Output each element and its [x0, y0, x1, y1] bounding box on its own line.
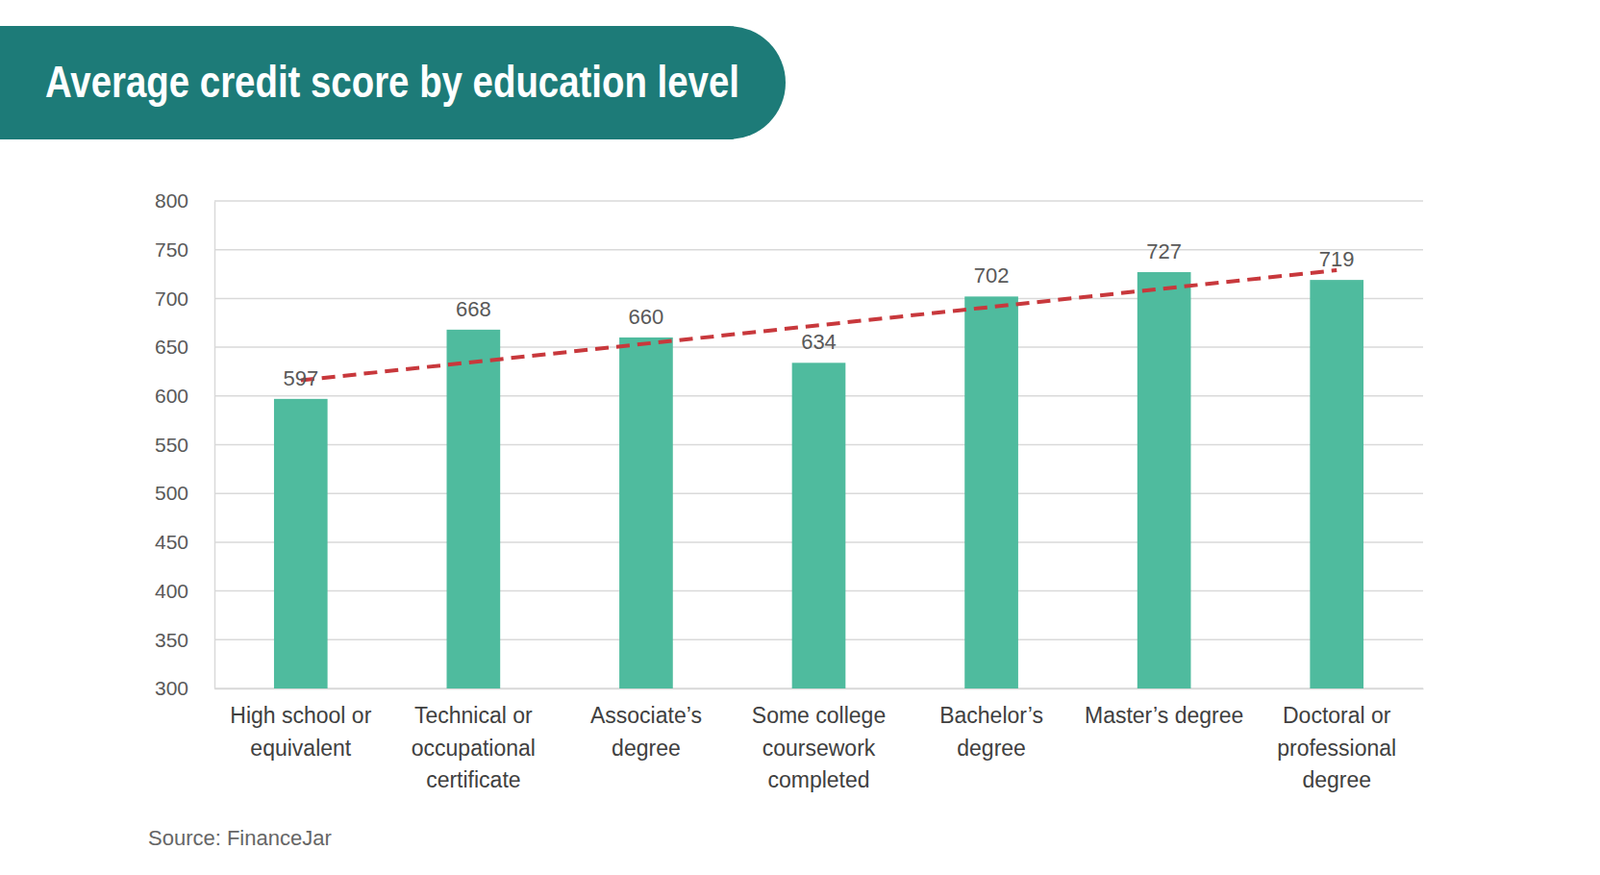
x-tick-label: Bachelor’s degree [939, 702, 1044, 760]
data-label: 702 [974, 263, 1010, 288]
y-axis-line [214, 201, 217, 690]
y-tick: 300 [154, 676, 215, 700]
bar [792, 362, 847, 689]
x-tick-label-line: completed [767, 767, 870, 793]
y-tick: 700 [154, 287, 215, 310]
grid [214, 200, 1424, 689]
x-tick-label-line: Master’s degree [1084, 702, 1244, 728]
x-tick-label-line: degree [1301, 767, 1372, 793]
grid-line [214, 249, 1424, 251]
bar [274, 399, 328, 689]
y-tick-label: 600 [154, 384, 189, 407]
x-tick-label-line: Technical or [414, 702, 533, 728]
y-tick-label: 550 [154, 433, 189, 456]
bar [447, 329, 501, 689]
x-tick: Some college coursework completed [751, 688, 886, 793]
x-tick: High school or equivalent [229, 688, 372, 761]
y-tick: 350 [154, 628, 215, 651]
grid-line [214, 298, 1424, 300]
data-label: 660 [628, 304, 665, 329]
plot [274, 270, 1364, 689]
data-label: 597 [282, 366, 319, 391]
x-tick: Technical or occupational certificate [411, 688, 536, 793]
data-labels: 597 668 660 634 702 727 719 [282, 239, 1354, 391]
x-tick-label-line: High school or [229, 702, 372, 728]
x-tick: Associate’s degree [590, 688, 702, 761]
bar [1309, 279, 1364, 689]
data-label: 668 [455, 297, 492, 322]
data-label: 634 [800, 329, 837, 354]
x-tick: Doctoral or professional degree [1276, 688, 1397, 793]
y-tick-label: 450 [154, 530, 189, 553]
x-tick-label: High school or equivalent [229, 702, 372, 760]
x-tick-label: Technical or occupational certificate [411, 702, 536, 793]
x-tick-label-line: coursework [762, 735, 876, 761]
y-tick-label: 350 [154, 628, 189, 651]
y-tick: 500 [154, 481, 215, 504]
chart: Average credit score by education level 3… [0, 0, 1600, 875]
y-tick: 450 [154, 530, 215, 553]
title-banner [0, 25, 786, 140]
x-tick-label-line: equivalent [250, 735, 351, 761]
y-tick-label: 800 [154, 189, 189, 212]
y-tick: 400 [154, 579, 215, 602]
y-tick: 650 [154, 335, 215, 358]
x-tick-label: Some college coursework completed [751, 702, 886, 793]
y-tick: 600 [154, 384, 215, 407]
y-axis: 300 350 400 450 500 550 600 650 700 750 800 [154, 189, 216, 700]
x-tick-label-line: Some college [751, 702, 886, 728]
y-tick: 800 [154, 189, 215, 212]
grid-line [214, 200, 1424, 202]
x-tick-label: Doctoral or professional degree [1276, 702, 1397, 793]
x-tick-label-line: professional [1276, 735, 1397, 761]
y-tick-label: 650 [154, 335, 189, 358]
y-tick-label: 400 [154, 579, 189, 602]
bar [619, 337, 674, 689]
x-tick: Master’s degree [1084, 688, 1244, 728]
y-tick: 550 [154, 433, 215, 456]
source: Source: FinanceJar [148, 825, 332, 850]
x-tick-label-line: Bachelor’s [939, 702, 1044, 728]
x-axis: High school or equivalent Technical or occu… [215, 688, 1425, 793]
title: Average credit score by education level [45, 56, 740, 107]
data-label: 719 [1319, 247, 1355, 272]
y-tick-label: 700 [154, 287, 189, 310]
y-tick-label: 300 [154, 676, 189, 700]
trend-line [300, 270, 1337, 381]
x-tick-label-line: degree [956, 735, 1026, 761]
x-tick-label: Associate’s degree [590, 702, 702, 760]
y-tick-label: 750 [154, 238, 189, 261]
x-tick-label-line: Associate’s [590, 702, 702, 728]
y-tick: 750 [154, 238, 215, 261]
x-tick-label: Master’s degree [1084, 702, 1244, 728]
bar [964, 296, 1019, 689]
y-tick-label: 500 [154, 481, 189, 504]
x-tick-label-line: Doctoral or [1282, 702, 1392, 728]
x-tick-label-line: certificate [425, 767, 521, 793]
x-tick-label-line: degree [611, 735, 681, 761]
data-label: 727 [1146, 239, 1182, 264]
x-tick: Bachelor’s degree [939, 688, 1044, 761]
x-tick-label-line: occupational [411, 735, 536, 761]
bar [1137, 272, 1192, 689]
